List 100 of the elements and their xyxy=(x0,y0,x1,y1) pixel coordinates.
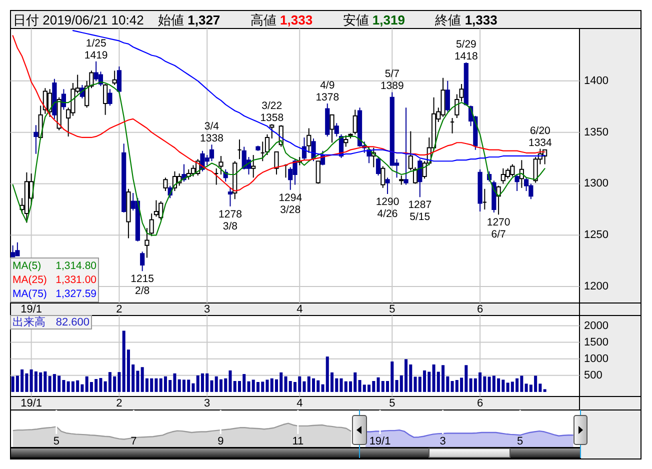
candlestick xyxy=(385,177,390,195)
y-tick-label: 500 xyxy=(584,369,602,382)
text: 終値 1,333 xyxy=(434,12,498,27)
candlestick xyxy=(408,130,413,171)
candlestick xyxy=(380,166,386,188)
candlestick xyxy=(214,168,219,186)
x-tick-label: 2 xyxy=(116,398,122,410)
y-tick-label: 1200 xyxy=(584,280,608,293)
candlestick xyxy=(418,158,422,198)
candlestick xyxy=(232,160,238,200)
bar xyxy=(543,389,546,392)
candlestick xyxy=(376,156,381,176)
candlestick xyxy=(116,66,122,94)
text: 日付 2019/06/21 10:42 xyxy=(13,12,144,27)
candlestick xyxy=(482,188,487,210)
annotation: 1,327.59 xyxy=(56,288,97,300)
text: MA(5) xyxy=(12,260,42,272)
annotation: 1,314.80 xyxy=(56,260,97,272)
candlestick xyxy=(496,185,501,216)
candlestick xyxy=(38,105,43,140)
candlestick xyxy=(464,62,468,106)
candlestick xyxy=(126,188,131,239)
candlestick xyxy=(103,84,108,116)
candlestick xyxy=(514,174,520,192)
candlestick xyxy=(209,144,214,162)
text: 始値 1,327 xyxy=(158,12,220,27)
annotation: 6/20 1334 xyxy=(528,124,552,149)
candlestick xyxy=(316,160,320,184)
candlestick xyxy=(478,168,482,212)
candlestick xyxy=(61,88,66,110)
x-tick-label: 2 xyxy=(116,304,122,316)
annotation: 1278 3/8 xyxy=(218,208,242,232)
candlestick xyxy=(264,134,270,156)
candlestick xyxy=(311,138,316,162)
y-tick-label: 1500 xyxy=(584,336,608,348)
x-tick-label: 11 xyxy=(292,436,304,448)
candlestick xyxy=(306,128,312,154)
candlestick xyxy=(112,70,117,86)
annotation: 1215 2/8 xyxy=(130,273,154,298)
candlestick xyxy=(52,78,57,120)
candlestick xyxy=(122,143,126,214)
annotation: 3/22 1358 xyxy=(260,100,284,124)
y-tick-label: 1000 xyxy=(584,352,608,365)
candlestick xyxy=(330,114,334,144)
x-tick-label: 5 xyxy=(389,398,396,410)
candlestick xyxy=(260,141,265,162)
candlestick xyxy=(445,80,450,112)
x-tick-label: 19/1 xyxy=(20,304,42,316)
candlestick xyxy=(10,244,16,258)
annotation: 1294 3/28 xyxy=(278,192,302,216)
candlestick xyxy=(237,139,242,160)
annotation: 1/25 1419 xyxy=(84,37,108,62)
candlestick xyxy=(163,177,168,192)
y-tick-label: 1400 xyxy=(584,74,608,87)
x-tick-label: 6 xyxy=(476,304,484,316)
y-tick-label: 1300 xyxy=(584,178,608,190)
x-tick-label: 4 xyxy=(296,398,303,410)
y-tick-label: 1250 xyxy=(584,229,608,242)
x-tick-label: 5 xyxy=(517,436,524,448)
y-tick-label: 1350 xyxy=(584,126,608,138)
text: 安値 1,319 xyxy=(342,12,405,27)
candlestick xyxy=(399,175,404,186)
x-tick-label: 19/1 xyxy=(369,436,391,448)
x-tick-label: 3 xyxy=(204,304,210,316)
annotation: 1287 5/15 xyxy=(408,199,432,224)
annotation: 4/9 1378 xyxy=(316,80,340,104)
candlestick xyxy=(140,251,145,272)
candlestick xyxy=(144,227,150,258)
text: 高値 1,333 xyxy=(250,12,313,27)
annotation: 5/7 1389 xyxy=(380,68,404,92)
candlestick xyxy=(154,200,159,218)
candlestick xyxy=(251,154,256,178)
x-tick-label: 6 xyxy=(476,398,484,410)
annotation: 1290 4/26 xyxy=(376,196,400,220)
annotation: 5/29 1418 xyxy=(454,38,478,62)
candlestick xyxy=(274,151,279,175)
x-tick-label: 3 xyxy=(440,436,446,448)
y-tick-label: 2000 xyxy=(584,320,608,332)
text: MA(25) xyxy=(12,274,47,286)
candlestick xyxy=(450,117,455,134)
candlestick xyxy=(492,180,496,214)
x-tick-label: 9 xyxy=(218,436,224,448)
x-tick-label: 5 xyxy=(53,436,60,448)
x-tick-label: 7 xyxy=(130,436,137,448)
candlestick xyxy=(334,122,339,137)
candlestick xyxy=(404,107,408,186)
text: MA(75) xyxy=(12,288,47,300)
chart-title: 出来高 xyxy=(12,315,46,328)
x-tick-label: 4 xyxy=(296,304,303,316)
candlestick xyxy=(149,213,154,237)
candlestick xyxy=(302,136,307,161)
candlestick xyxy=(256,145,260,152)
candlestick xyxy=(412,166,418,184)
annotation: 1270 6/7 xyxy=(486,216,510,241)
candlestick xyxy=(325,103,330,137)
candlestick xyxy=(228,187,233,207)
candlestick xyxy=(270,124,274,140)
annotation: 1,331.00 xyxy=(56,274,97,286)
candlestick xyxy=(218,155,224,175)
x-tick-label: 5 xyxy=(389,304,396,316)
